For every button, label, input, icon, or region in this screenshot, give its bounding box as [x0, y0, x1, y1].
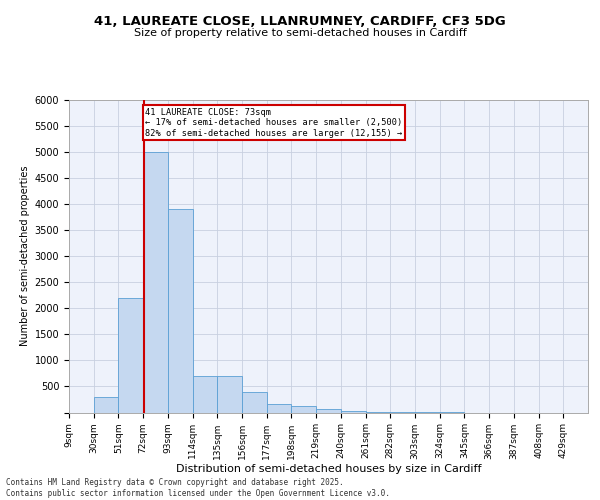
Bar: [316, 409, 341, 412]
Bar: [94, 398, 118, 412]
Bar: [143, 152, 168, 412]
Bar: [118, 298, 143, 412]
Bar: [341, 410, 365, 412]
Text: 41 LAUREATE CLOSE: 73sqm
← 17% of semi-detached houses are smaller (2,500)
82% o: 41 LAUREATE CLOSE: 73sqm ← 17% of semi-d…: [145, 108, 403, 138]
Bar: [217, 376, 242, 412]
Bar: [193, 376, 217, 412]
Text: Size of property relative to semi-detached houses in Cardiff: Size of property relative to semi-detach…: [134, 28, 466, 38]
Bar: [242, 392, 267, 412]
X-axis label: Distribution of semi-detached houses by size in Cardiff: Distribution of semi-detached houses by …: [176, 464, 481, 474]
Bar: [267, 404, 292, 412]
Text: 41, LAUREATE CLOSE, LLANRUMNEY, CARDIFF, CF3 5DG: 41, LAUREATE CLOSE, LLANRUMNEY, CARDIFF,…: [94, 15, 506, 28]
Bar: [292, 406, 316, 412]
Y-axis label: Number of semi-detached properties: Number of semi-detached properties: [20, 166, 31, 346]
Bar: [168, 210, 193, 412]
Text: Contains HM Land Registry data © Crown copyright and database right 2025.
Contai: Contains HM Land Registry data © Crown c…: [6, 478, 390, 498]
